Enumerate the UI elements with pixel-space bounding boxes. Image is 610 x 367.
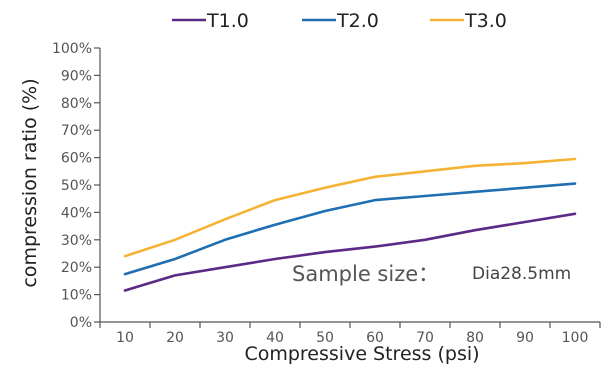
- series-line-t3-0: [123, 157, 577, 258]
- y-tick-label: 40%: [61, 205, 92, 221]
- x-tick-label: 40: [266, 330, 284, 346]
- series-layer: [123, 157, 577, 292]
- y-tick-label: 10%: [61, 288, 92, 304]
- legend-label: T1.0: [206, 10, 249, 32]
- x-axis: 10 20 30 40 50 60 70 80 90 100: [99, 321, 601, 346]
- series-line-t2-0: [123, 182, 577, 276]
- x-tick-label: 30: [216, 330, 234, 346]
- y-tick-label: 30%: [61, 233, 92, 249]
- x-tick-label: 100: [562, 330, 589, 346]
- legend-label: T2.0: [336, 10, 379, 32]
- legend: T1.0 T2.0 T3.0: [172, 10, 507, 32]
- y-tick-label: 50%: [61, 178, 92, 194]
- x-tick-label: 90: [516, 330, 534, 346]
- x-tick-label: 60: [366, 330, 384, 346]
- y-tick-label: 80%: [61, 96, 92, 112]
- x-axis-title: Compressive Stress (psi): [244, 343, 479, 365]
- x-tick-label: 20: [166, 330, 184, 346]
- x-tick-label: 80: [466, 330, 484, 346]
- y-tick-label: 100%: [52, 41, 92, 57]
- legend-label: T3.0: [464, 10, 507, 32]
- sample-size-label: Sample size：: [292, 262, 439, 286]
- y-axis-title: compression ratio (%): [19, 78, 41, 287]
- y-tick-label: 90%: [61, 68, 92, 84]
- x-tick-label: 10: [116, 330, 134, 346]
- y-axis: 0% 10% 20% 30% 40% 50% 60% 70% 80% 90% 100%: [52, 41, 101, 331]
- x-tick-label: 70: [416, 330, 434, 346]
- series-line-t1-0: [123, 212, 577, 292]
- sample-size-value: Dia28.5mm: [472, 264, 571, 284]
- y-tick-label: 0%: [70, 315, 92, 331]
- y-tick-label: 20%: [61, 260, 92, 276]
- y-tick-label: 70%: [61, 123, 92, 139]
- x-tick-label: 50: [316, 330, 334, 346]
- y-tick-label: 60%: [61, 151, 92, 167]
